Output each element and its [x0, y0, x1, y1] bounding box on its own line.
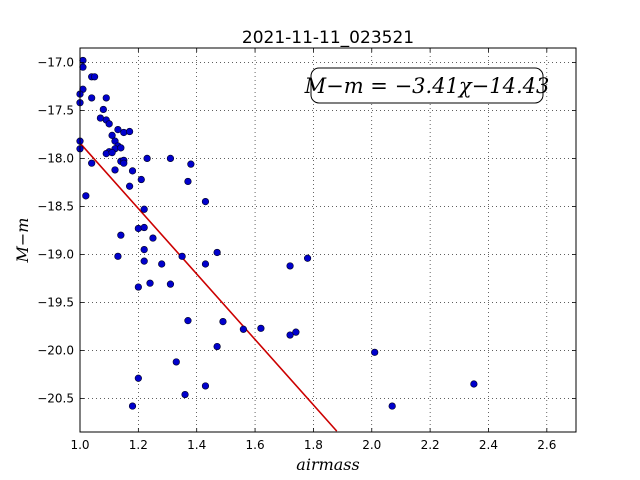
y-tick-label: −19.5: [37, 295, 74, 309]
data-point: [134, 283, 142, 291]
data-point: [146, 279, 154, 287]
data-point: [128, 402, 137, 410]
data-point: [99, 105, 107, 114]
data-point: [108, 149, 116, 157]
data-point: [201, 198, 210, 206]
data-point: [470, 380, 478, 388]
x-tick-label: 1.0: [70, 438, 89, 452]
data-point: [134, 224, 142, 233]
data-point: [102, 94, 110, 102]
data-point: [120, 159, 128, 167]
data-point: [166, 154, 175, 162]
data-point: [126, 182, 134, 190]
data-point: [292, 328, 300, 336]
data-point: [172, 358, 180, 366]
data-points: [76, 56, 478, 410]
data-point: [303, 254, 312, 262]
data-point: [257, 324, 265, 332]
data-point: [201, 382, 210, 390]
x-axis-label: airmass: [296, 455, 359, 474]
data-point: [128, 167, 137, 175]
data-point: [178, 252, 186, 260]
x-tick-label: 1.6: [246, 438, 265, 452]
plot-frame: [79, 47, 577, 433]
data-point: [88, 159, 96, 167]
data-point: [140, 205, 148, 213]
data-point: [286, 262, 294, 270]
data-point: [137, 175, 145, 184]
x-tick-label: 2.2: [421, 438, 440, 452]
data-point: [120, 128, 128, 137]
y-tick-label: −20.0: [37, 343, 74, 357]
axis-ticks: 1.0 1.2 1.4 1.6 1.8 2.0 2.2 2.4 2.6 −17.0 −17.5 −18…: [37, 48, 576, 452]
data-point: [184, 177, 192, 186]
data-point: [201, 260, 210, 268]
x-tick-label: 2.4: [479, 438, 498, 452]
data-point: [213, 342, 221, 351]
data-point: [219, 318, 227, 326]
data-point: [114, 252, 122, 260]
data-point: [158, 260, 166, 268]
data-point: [187, 160, 195, 168]
y-tick-label: −17.5: [37, 103, 74, 117]
data-point: [213, 248, 221, 257]
data-point: [117, 144, 125, 152]
data-point: [166, 280, 175, 288]
y-tick-label: −17.0: [37, 55, 74, 69]
data-point: [286, 331, 294, 339]
y-tick-label: −20.5: [37, 391, 74, 405]
data-point: [82, 192, 90, 200]
data-point: [184, 317, 192, 325]
data-point: [140, 223, 148, 232]
x-tick-label: 1.2: [129, 438, 148, 452]
x-tick-label: 1.8: [304, 438, 323, 452]
data-point: [102, 150, 110, 158]
grid: [79, 48, 576, 432]
fit-line: [79, 142, 338, 432]
y-tick-label: −19.0: [37, 247, 74, 261]
data-point: [134, 374, 142, 382]
data-point: [111, 166, 119, 174]
y-tick-label: −18.0: [37, 151, 74, 165]
equation-annotation: M−m = −3.41χ−14.43: [304, 67, 550, 104]
data-point: [140, 257, 148, 265]
data-point: [149, 234, 157, 242]
data-point: [371, 348, 379, 356]
data-point: [114, 126, 122, 134]
data-point: [181, 390, 189, 399]
annotation-text: M−m = −3.41χ−14.43: [304, 74, 550, 98]
y-tick-label: −18.5: [37, 199, 74, 213]
data-point: [108, 131, 116, 139]
x-tick-label: 2.6: [537, 438, 556, 452]
chart-title: 2021-11-11_023521: [242, 28, 414, 48]
data-point: [143, 154, 151, 162]
data-point: [105, 120, 113, 128]
y-axis-label: M−m: [13, 218, 32, 264]
data-point: [88, 94, 96, 102]
x-tick-label: 2.0: [362, 438, 381, 452]
data-point: [126, 127, 134, 136]
annotation-box: [310, 67, 544, 104]
data-point: [117, 231, 125, 239]
x-tick-label: 1.4: [187, 438, 206, 452]
data-point: [239, 325, 247, 333]
data-point: [388, 402, 396, 410]
data-point: [90, 73, 99, 81]
data-point: [140, 246, 148, 254]
fit-line-group: [79, 142, 338, 432]
data-point: [79, 63, 87, 71]
